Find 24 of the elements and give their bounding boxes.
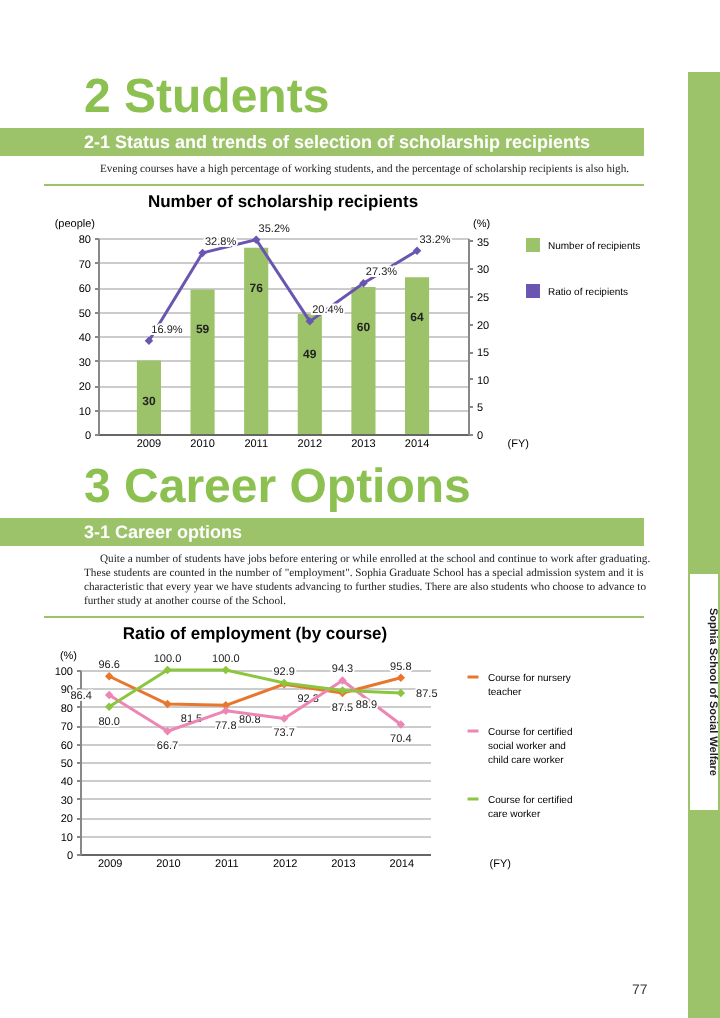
point (251, 235, 261, 244)
point (305, 317, 315, 326)
point (104, 672, 114, 681)
text: 3 Career Options (84, 460, 473, 514)
bar (404, 277, 430, 434)
point (104, 702, 114, 712)
bar (190, 289, 215, 434)
text: 2-1 Status and trends of selection of scholarship recipients (0, 128, 644, 156)
bar (136, 360, 162, 434)
chart-title: Ratio of employment (by course) (122, 623, 388, 643)
point (338, 676, 347, 685)
text: 3-1 Career options (0, 518, 644, 546)
bar (244, 247, 269, 434)
point (163, 727, 172, 736)
point (359, 279, 368, 288)
point (104, 690, 114, 700)
point (279, 714, 289, 723)
bar (297, 313, 322, 434)
point (396, 688, 406, 698)
chart-title: Number of scholarship recipients (147, 191, 419, 211)
point (396, 673, 406, 682)
text: 2 Students (84, 70, 332, 124)
point (221, 665, 231, 675)
bar (351, 287, 376, 434)
